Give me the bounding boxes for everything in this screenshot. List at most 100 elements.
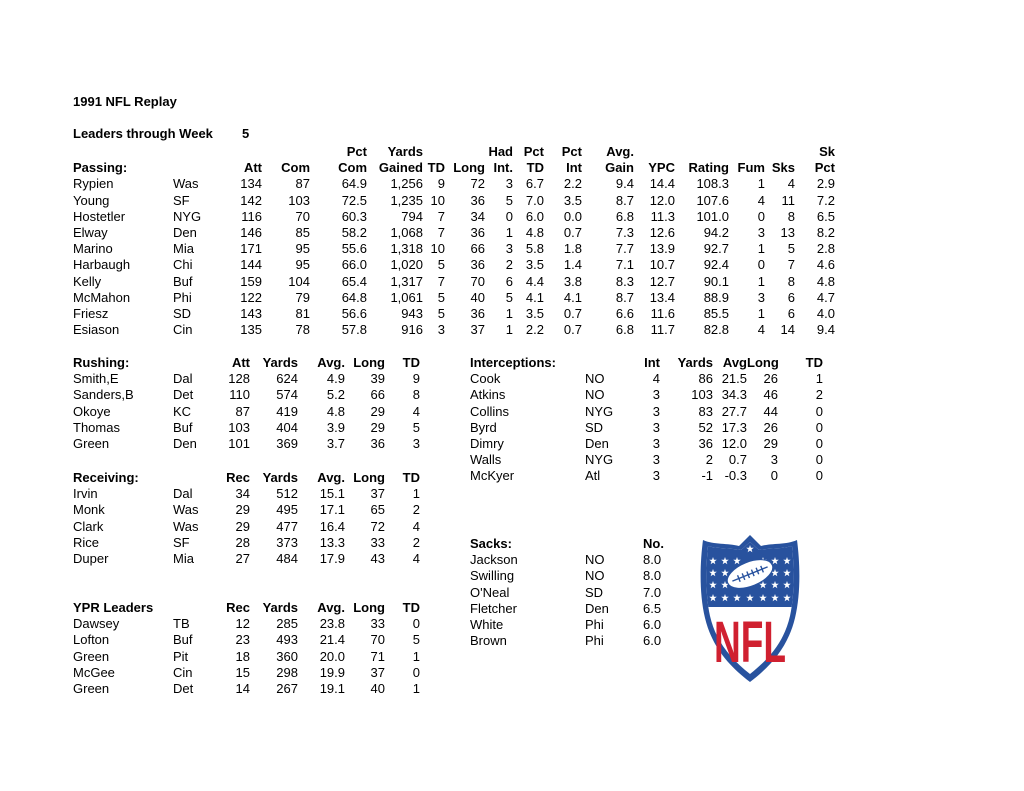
spacer [765, 144, 795, 160]
stat-td: 1 [412, 648, 420, 664]
stat-td: 5 [412, 632, 420, 648]
col-header-avg: Avg. [317, 355, 345, 370]
rushing-row: Thomas Buf 103 404 3.9 29 5 [73, 420, 420, 436]
stat-rating: 85.5 [703, 306, 729, 322]
player-team: Pit [173, 648, 189, 664]
stat-had-int: 3 [505, 241, 513, 257]
stat-pct-int: 0.7 [563, 225, 582, 241]
stat-rating: 107.6 [696, 192, 729, 208]
player-team: Den [585, 436, 609, 452]
stat-no: 8.0 [643, 568, 662, 584]
stat-com: 104 [288, 273, 310, 289]
stat-avg: 20.0 [319, 648, 345, 664]
player-name: O'Neal [470, 584, 510, 600]
stat-pct-int: 3.8 [563, 273, 582, 289]
stat-com: 79 [295, 289, 310, 305]
col-header-long: Long [353, 470, 385, 485]
stat-td: 7 [437, 225, 445, 241]
col-header-td: TD [402, 600, 420, 615]
stat-td: 3 [412, 436, 420, 452]
stat-long: 40 [470, 289, 485, 305]
col-header-pct: Pct [346, 144, 367, 159]
stat-long: 34 [470, 208, 485, 224]
player-team: Was [173, 502, 199, 518]
sacks-row: Swilling NO 8.0 [470, 568, 713, 584]
stat-att: 171 [240, 241, 262, 257]
stat-avg-gain: 8.7 [615, 289, 634, 305]
stat-pct-td: 3.5 [525, 257, 544, 273]
stat-avg: 15.1 [319, 486, 345, 502]
player-name: Atkins [470, 387, 506, 403]
stat-td: 0 [412, 664, 420, 680]
player-name: Green [73, 648, 110, 664]
stat-ypc: 11.3 [650, 208, 675, 224]
player-name: Marino [73, 241, 113, 257]
stat-att: 135 [240, 322, 262, 338]
col-header-td: TD [805, 355, 823, 370]
stat-fum: 3 [757, 225, 765, 241]
stat-had-int: 2 [505, 257, 513, 273]
stat-had-int: 1 [505, 225, 513, 241]
stat-pct-int: 1.8 [563, 241, 582, 257]
col-header-avg: Avg. [606, 144, 634, 159]
stat-rec: 23 [235, 632, 250, 648]
stat-had-int: 6 [505, 273, 513, 289]
stat-fum: 3 [757, 289, 765, 305]
stat-td: 3 [437, 322, 445, 338]
stat-pct-com: 65.4 [341, 273, 367, 289]
stat-no: 6.0 [643, 617, 662, 633]
stat-att: 116 [241, 208, 262, 224]
stat-no: 7.0 [643, 584, 662, 600]
player-team: SF [173, 534, 190, 550]
stat-rec: 12 [235, 616, 250, 632]
player-team: Phi [173, 289, 192, 305]
stat-pct-com: 64.8 [341, 289, 367, 305]
stat-pct-td: 2.2 [525, 322, 544, 338]
sacks-row: O'Neal SD 7.0 [470, 585, 713, 601]
stat-avg-gain: 6.8 [615, 208, 634, 224]
stat-pct-td: 4.1 [525, 289, 544, 305]
spacer [262, 144, 310, 160]
ypr-leaders-table: YPR Leaders Rec Yards Avg. Long TD Dawse… [73, 600, 420, 697]
stat-yards-gained: 1,235 [390, 192, 423, 208]
stat-sk-pct: 4.0 [816, 306, 835, 322]
col-header-int: Int. [493, 160, 514, 176]
stat-long: 40 [370, 681, 385, 697]
player-team: Buf [173, 632, 193, 648]
stat-rec: 29 [235, 518, 250, 534]
stat-long: 37 [470, 322, 485, 338]
passing-row: Young SF 142 103 72.5 1,235 10 36 5 7.0 … [73, 193, 835, 209]
spacer [219, 144, 262, 160]
stat-avg: 3.7 [326, 436, 345, 452]
stat-avg: 17.1 [319, 502, 345, 518]
stat-int: 3 [652, 403, 660, 419]
spacer [173, 144, 219, 160]
stat-long: 39 [370, 371, 385, 387]
stat-com: 85 [295, 225, 310, 241]
stat-td: 4 [412, 518, 420, 534]
stat-fum: 1 [757, 241, 765, 257]
stat-att: 144 [240, 257, 262, 273]
player-name: Friesz [73, 306, 109, 322]
spacer [729, 144, 765, 160]
player-team: Det [173, 387, 194, 403]
stat-avg-gain: 7.3 [615, 225, 634, 241]
col-header-long: Long [747, 355, 779, 370]
stat-avg: 27.7 [721, 403, 747, 419]
receiving-row: Clark Was 29 477 16.4 72 4 [73, 519, 420, 535]
stat-rating: 82.8 [703, 322, 729, 338]
stat-avg-gain: 8.3 [615, 273, 634, 289]
stat-pct-td: 7.0 [525, 192, 544, 208]
stat-fum: 1 [757, 306, 765, 322]
stat-sks: 6 [787, 306, 795, 322]
spacer [173, 470, 219, 486]
col-header-avg: Avg. [317, 600, 345, 615]
player-team: NO [585, 568, 605, 584]
stat-long: 37 [370, 486, 385, 502]
stat-avg-gain: 6.8 [615, 322, 634, 338]
col-header-avg: Avg. [317, 470, 345, 485]
stat-ypc: 12.6 [649, 225, 675, 241]
subtitle-label: Leaders through Week [73, 126, 213, 141]
stat-ypc: 13.4 [649, 289, 675, 305]
stat-td: 0 [815, 403, 823, 419]
